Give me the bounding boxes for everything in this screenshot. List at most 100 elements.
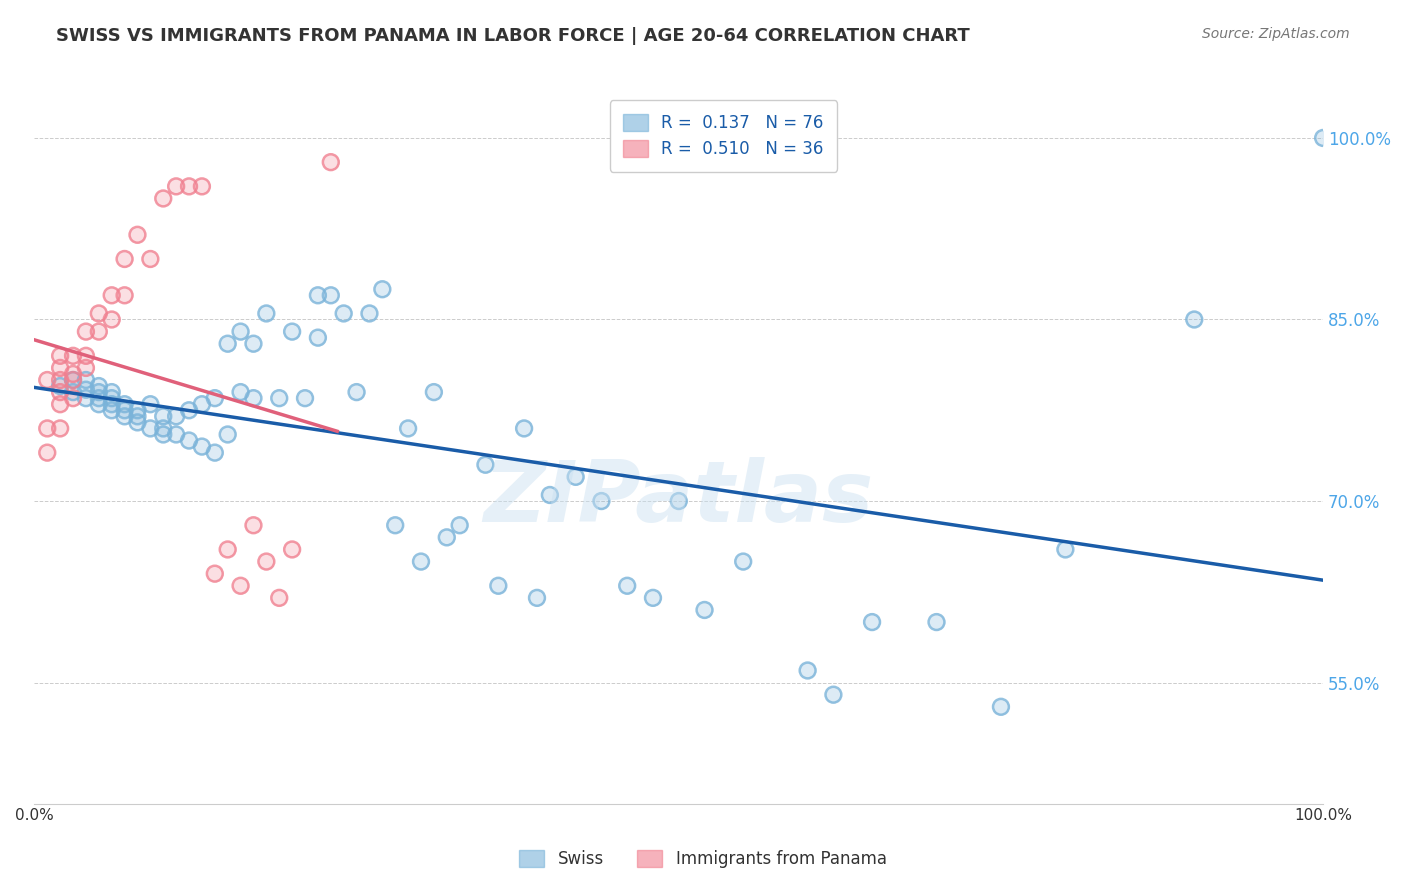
Point (371, 282, 394, 296)
Point (204, 391, 226, 405)
Point (513, 421, 536, 435)
Point (823, 688, 845, 702)
Point (616, 579, 638, 593)
Point (641, 591, 664, 605)
Legend: R =  0.137   N = 76, R =  0.510   N = 36: R = 0.137 N = 76, R = 0.510 N = 36 (610, 100, 837, 171)
Point (62, 373, 84, 387)
Point (100, 312, 122, 326)
Point (371, 282, 394, 296)
Point (474, 458, 496, 472)
Point (49, 373, 72, 387)
Point (319, 155, 342, 169)
Point (62, 367, 84, 381)
Point (925, 615, 948, 629)
Point (114, 288, 136, 302)
Point (114, 288, 136, 302)
Point (75, 325, 97, 339)
Point (423, 385, 446, 400)
Point (307, 331, 329, 345)
Point (114, 409, 136, 424)
Point (229, 325, 252, 339)
Point (281, 325, 304, 339)
Point (269, 391, 291, 405)
Point (436, 530, 458, 544)
Point (75, 391, 97, 405)
Point (127, 227, 149, 242)
Point (860, 615, 883, 629)
Point (75, 360, 97, 375)
Point (152, 421, 174, 435)
Point (254, 306, 277, 320)
Point (127, 416, 149, 430)
Point (860, 615, 883, 629)
Point (49, 421, 72, 435)
Point (87, 391, 110, 405)
Point (204, 391, 226, 405)
Point (127, 227, 149, 242)
Point (564, 470, 586, 484)
Point (242, 336, 264, 351)
Point (332, 306, 354, 320)
Point (217, 427, 239, 442)
Point (217, 542, 239, 557)
Point (591, 494, 613, 508)
Point (668, 494, 690, 508)
Point (449, 518, 471, 533)
Point (139, 397, 162, 411)
Point (152, 191, 174, 205)
Point (75, 373, 97, 387)
Point (526, 591, 548, 605)
Point (177, 179, 200, 194)
Point (165, 427, 187, 442)
Text: ZIPatlas: ZIPatlas (484, 457, 875, 541)
Point (75, 360, 97, 375)
Point (62, 391, 84, 405)
Point (925, 615, 948, 629)
Point (49, 379, 72, 393)
Point (87, 391, 110, 405)
Point (87, 325, 110, 339)
Point (62, 373, 84, 387)
Point (62, 391, 84, 405)
Point (281, 542, 304, 557)
Point (668, 494, 690, 508)
Point (152, 421, 174, 435)
Point (100, 385, 122, 400)
Point (37, 445, 59, 459)
Point (37, 421, 59, 435)
Point (100, 397, 122, 411)
Point (591, 494, 613, 508)
Point (114, 252, 136, 266)
Point (75, 383, 97, 397)
Point (269, 591, 291, 605)
Point (127, 416, 149, 430)
Point (990, 699, 1012, 714)
Point (242, 518, 264, 533)
Point (165, 409, 187, 424)
Point (254, 306, 277, 320)
Point (423, 385, 446, 400)
Point (229, 385, 252, 400)
Point (229, 579, 252, 593)
Point (49, 385, 72, 400)
Point (87, 397, 110, 411)
Point (319, 288, 342, 302)
Point (269, 391, 291, 405)
Point (139, 421, 162, 435)
Point (49, 421, 72, 435)
Point (87, 325, 110, 339)
Text: SWISS VS IMMIGRANTS FROM PANAMA IN LABOR FORCE | AGE 20-64 CORRELATION CHART: SWISS VS IMMIGRANTS FROM PANAMA IN LABOR… (56, 27, 970, 45)
Point (87, 397, 110, 411)
Point (62, 385, 84, 400)
Point (823, 688, 845, 702)
Point (165, 179, 187, 194)
Point (49, 397, 72, 411)
Point (62, 373, 84, 387)
Point (359, 306, 381, 320)
Point (49, 349, 72, 363)
Point (152, 409, 174, 424)
Point (191, 397, 214, 411)
Point (616, 579, 638, 593)
Point (564, 470, 586, 484)
Point (332, 306, 354, 320)
